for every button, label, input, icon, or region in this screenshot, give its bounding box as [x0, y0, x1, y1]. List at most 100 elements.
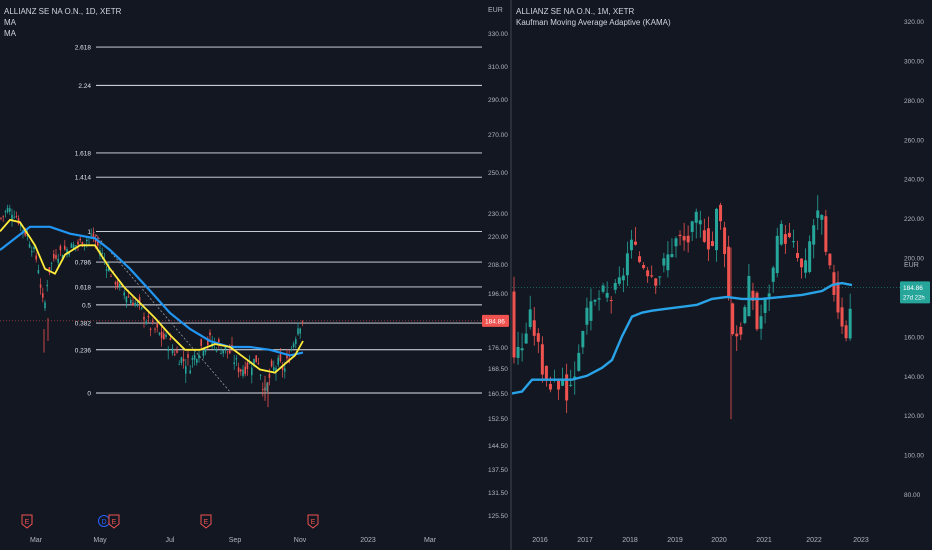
daily-candle-body — [59, 245, 62, 251]
daily-candle-body — [57, 258, 59, 263]
daily-candle-body — [266, 383, 268, 391]
fib-level-label: 1.618 — [75, 150, 92, 157]
daily-candle-body — [31, 251, 33, 253]
bar-countdown-label: 27d 22h — [903, 295, 925, 301]
daily-chart-legend: ALLIANZ SE NA O.N., 1D, XETR MA MA — [4, 6, 121, 39]
time-axis-label: Mar — [30, 537, 43, 544]
event-marker[interactable]: E — [307, 514, 319, 529]
monthly-chart-pane[interactable]: 320.00 300.00 280.00 260.00 240.00 220.00 200.… — [512, 0, 932, 550]
daily-candle-body — [86, 239, 88, 242]
daily-candle-body — [218, 339, 220, 343]
indicator-ma-1[interactable]: MA — [4, 18, 16, 27]
price-tick-label: 176.00 — [488, 345, 508, 352]
monthly-candle-body — [597, 298, 601, 300]
fib-level-label: 0.786 — [75, 260, 92, 267]
kama-line[interactable] — [512, 281, 853, 395]
daily-candle-body — [270, 360, 273, 367]
daily-candle-body — [196, 359, 198, 363]
fib-level-label: 1 — [87, 229, 91, 236]
monthly-candle-body — [638, 256, 642, 262]
daily-candle-body — [284, 368, 286, 372]
last-price-label: 184.86 — [903, 285, 923, 292]
monthly-candle-body — [589, 301, 593, 321]
time-axis-label: 2020 — [711, 537, 727, 544]
daily-candle-body — [33, 247, 35, 250]
event-marker[interactable]: E — [108, 514, 120, 529]
monthly-candle-body — [723, 227, 727, 255]
ma-slow-line[interactable] — [0, 225, 304, 357]
earnings-marker-icon[interactable] — [307, 514, 319, 529]
monthly-candle-body — [512, 291, 516, 358]
event-marker[interactable]: E — [200, 514, 212, 529]
monthly-candle-body — [702, 230, 706, 242]
daily-candle-body — [44, 302, 46, 309]
monthly-candle-body — [743, 307, 747, 324]
event-marker-label: E — [25, 519, 30, 526]
daily-candle-body — [160, 331, 163, 339]
monthly-candle-body — [593, 299, 597, 302]
daily-candle-body — [209, 332, 211, 336]
daily-candle-body — [28, 244, 31, 248]
monthly-candle-body — [557, 381, 561, 390]
monthly-candle-body — [674, 238, 678, 247]
pane-divider[interactable] — [510, 0, 512, 550]
daily-chart-pane[interactable]: 330.00 310.00 290.00 270.00 250.00 230.00 220.… — [0, 0, 510, 550]
daily-candle-body — [165, 334, 167, 337]
daily-candle-body — [50, 262, 53, 264]
fib-level-label: 2.618 — [75, 45, 92, 52]
price-tick-label: 220.00 — [488, 234, 508, 241]
time-axis-label: 2022 — [806, 537, 822, 544]
daily-candle-body — [6, 207, 9, 213]
daily-chart-svg[interactable]: 330.00 310.00 290.00 270.00 250.00 230.00 220.… — [0, 0, 510, 550]
fib-level-label: 0 — [87, 391, 91, 398]
daily-candle-body — [147, 315, 150, 318]
time-axis-label: Mar — [424, 537, 437, 544]
fib-level-label: 2.24 — [78, 83, 91, 90]
daily-candle-body — [174, 354, 176, 356]
daily-candle-body — [257, 363, 260, 364]
monthly-candle-body — [735, 333, 739, 337]
event-marker[interactable]: D — [98, 515, 110, 527]
time-axis-label: 2023 — [360, 537, 376, 544]
daily-candle-body — [53, 254, 55, 259]
monthly-candle-body — [739, 326, 743, 335]
price-tick-label: 208.00 — [488, 262, 508, 269]
daily-candle-body — [64, 245, 66, 250]
monthly-candle-body — [706, 228, 710, 250]
monthly-candle-body — [565, 374, 569, 401]
indicator-ma-2[interactable]: MA — [4, 29, 16, 38]
indicator-kama[interactable]: Kaufman Moving Average Adaptive (KAMA) — [516, 18, 671, 27]
daily-candle-body — [297, 328, 299, 335]
monthly-candle-body — [569, 384, 573, 386]
earnings-marker-icon[interactable] — [200, 514, 212, 529]
daily-candle-body — [200, 339, 202, 346]
monthly-chart-title: ALLIANZ SE NA O.N., 1M, XETR — [516, 7, 635, 16]
monthly-candle-body — [755, 292, 759, 330]
monthly-candle-body — [524, 333, 528, 344]
daily-candle-body — [235, 358, 238, 360]
earnings-marker-icon[interactable] — [108, 514, 120, 529]
daily-candle-body — [193, 354, 196, 360]
event-marker[interactable]: E — [21, 514, 33, 529]
daily-candle-body — [114, 282, 117, 285]
fib-trend-line[interactable] — [92, 231, 232, 394]
daily-candle-body — [255, 355, 257, 363]
daily-candle-body — [215, 350, 218, 352]
daily-candle-body — [244, 366, 246, 375]
daily-candle-body — [158, 332, 161, 335]
time-axis-label: 2016 — [532, 537, 548, 544]
monthly-candle-body — [848, 308, 852, 339]
ma-fast-line[interactable] — [0, 218, 304, 374]
monthly-candle-body — [804, 260, 808, 273]
price-tick-label: 310.00 — [488, 64, 508, 71]
daily-candle-body — [251, 367, 253, 376]
price-tick-label: 196.00 — [488, 291, 508, 298]
monthly-chart-svg[interactable]: 320.00 300.00 280.00 260.00 240.00 220.00 200.… — [512, 0, 932, 550]
daily-candle-body — [176, 350, 178, 353]
earnings-marker-icon[interactable] — [21, 514, 33, 529]
monthly-candle-body — [787, 232, 791, 238]
price-tick-label: 220.00 — [904, 216, 924, 223]
daily-candle-body — [198, 354, 200, 359]
monthly-candle-body — [690, 221, 694, 232]
daily-candle-body — [130, 299, 132, 304]
